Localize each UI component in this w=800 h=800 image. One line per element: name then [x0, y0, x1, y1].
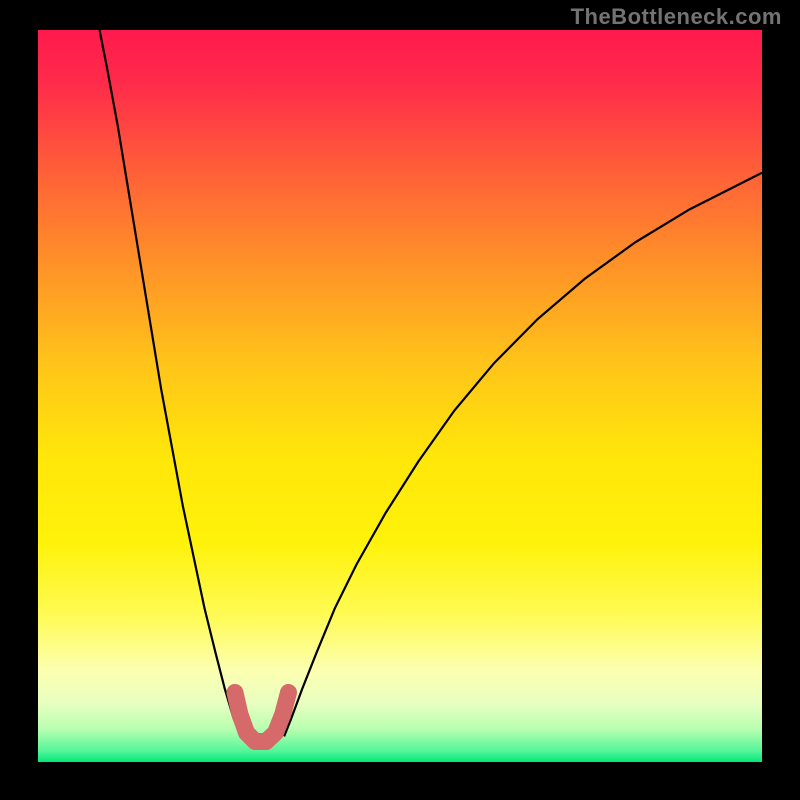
plot-svg	[38, 30, 762, 762]
gradient-background	[38, 30, 762, 762]
plot-area	[38, 30, 762, 762]
chart-container: TheBottleneck.com	[0, 0, 800, 800]
watermark-text: TheBottleneck.com	[571, 4, 782, 30]
